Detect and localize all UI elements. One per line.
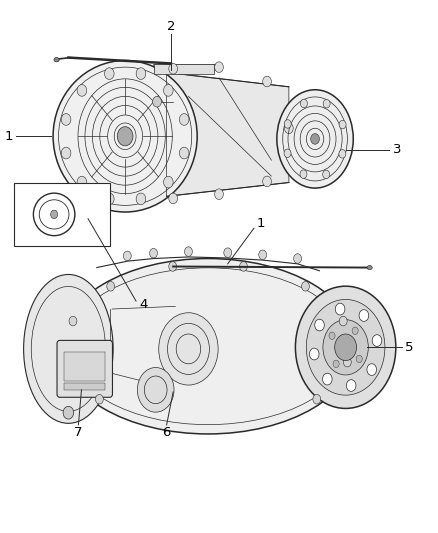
Circle shape xyxy=(343,357,351,367)
Circle shape xyxy=(107,281,115,291)
Circle shape xyxy=(63,406,74,419)
Circle shape xyxy=(136,68,146,79)
Text: 6: 6 xyxy=(162,426,171,439)
Text: 4: 4 xyxy=(140,298,148,311)
FancyBboxPatch shape xyxy=(57,341,113,397)
Text: 5: 5 xyxy=(405,341,413,354)
Circle shape xyxy=(339,120,346,129)
Circle shape xyxy=(240,262,247,271)
Polygon shape xyxy=(166,72,289,196)
Circle shape xyxy=(301,281,309,291)
Circle shape xyxy=(169,262,177,271)
Circle shape xyxy=(215,189,223,199)
Circle shape xyxy=(284,120,291,128)
Circle shape xyxy=(323,320,368,375)
Circle shape xyxy=(163,176,173,188)
Circle shape xyxy=(77,85,87,96)
Circle shape xyxy=(69,316,77,326)
Circle shape xyxy=(124,251,131,261)
Circle shape xyxy=(367,364,377,375)
Circle shape xyxy=(169,63,177,74)
Circle shape xyxy=(359,310,369,321)
Circle shape xyxy=(105,193,114,205)
Circle shape xyxy=(138,368,174,412)
Ellipse shape xyxy=(24,274,113,423)
Circle shape xyxy=(215,62,223,72)
Circle shape xyxy=(117,127,133,146)
Circle shape xyxy=(313,394,321,404)
Circle shape xyxy=(339,150,346,158)
Circle shape xyxy=(346,379,356,391)
Circle shape xyxy=(224,248,232,257)
Circle shape xyxy=(259,250,267,260)
Text: 3: 3 xyxy=(393,143,401,156)
Circle shape xyxy=(356,355,362,362)
Circle shape xyxy=(352,327,358,335)
Circle shape xyxy=(335,334,357,361)
Circle shape xyxy=(311,134,319,144)
Circle shape xyxy=(61,114,71,125)
Ellipse shape xyxy=(53,61,197,212)
Circle shape xyxy=(329,332,335,340)
Circle shape xyxy=(184,247,192,256)
Circle shape xyxy=(77,176,87,188)
Circle shape xyxy=(163,85,173,96)
Circle shape xyxy=(61,147,71,159)
Circle shape xyxy=(180,114,189,125)
Circle shape xyxy=(295,286,396,408)
Text: 7: 7 xyxy=(74,426,83,439)
Ellipse shape xyxy=(367,265,372,270)
Bar xyxy=(64,352,106,381)
Circle shape xyxy=(339,316,347,326)
Circle shape xyxy=(372,335,382,346)
Circle shape xyxy=(169,193,177,204)
Text: 2: 2 xyxy=(167,20,175,33)
Circle shape xyxy=(306,300,385,395)
Circle shape xyxy=(263,176,272,187)
Circle shape xyxy=(152,96,161,107)
Circle shape xyxy=(322,373,332,385)
Circle shape xyxy=(285,123,293,134)
Circle shape xyxy=(95,394,103,404)
Ellipse shape xyxy=(60,259,357,434)
Circle shape xyxy=(323,170,330,179)
Text: 1: 1 xyxy=(4,130,13,143)
Circle shape xyxy=(159,313,218,385)
Bar xyxy=(14,182,110,246)
Circle shape xyxy=(333,360,339,368)
Circle shape xyxy=(65,357,73,367)
Circle shape xyxy=(300,170,307,179)
Circle shape xyxy=(300,99,307,108)
Circle shape xyxy=(315,319,324,331)
Circle shape xyxy=(263,76,272,87)
Ellipse shape xyxy=(54,58,59,62)
Circle shape xyxy=(105,68,114,79)
Circle shape xyxy=(150,248,157,258)
Circle shape xyxy=(309,348,319,360)
Circle shape xyxy=(136,193,146,205)
Circle shape xyxy=(284,149,291,158)
Circle shape xyxy=(51,210,58,219)
Circle shape xyxy=(335,303,345,315)
Circle shape xyxy=(293,254,301,263)
Circle shape xyxy=(323,100,330,108)
Ellipse shape xyxy=(277,90,353,188)
Bar xyxy=(64,383,106,390)
Bar xyxy=(153,64,214,74)
Text: 1: 1 xyxy=(257,217,265,230)
Circle shape xyxy=(180,147,189,159)
